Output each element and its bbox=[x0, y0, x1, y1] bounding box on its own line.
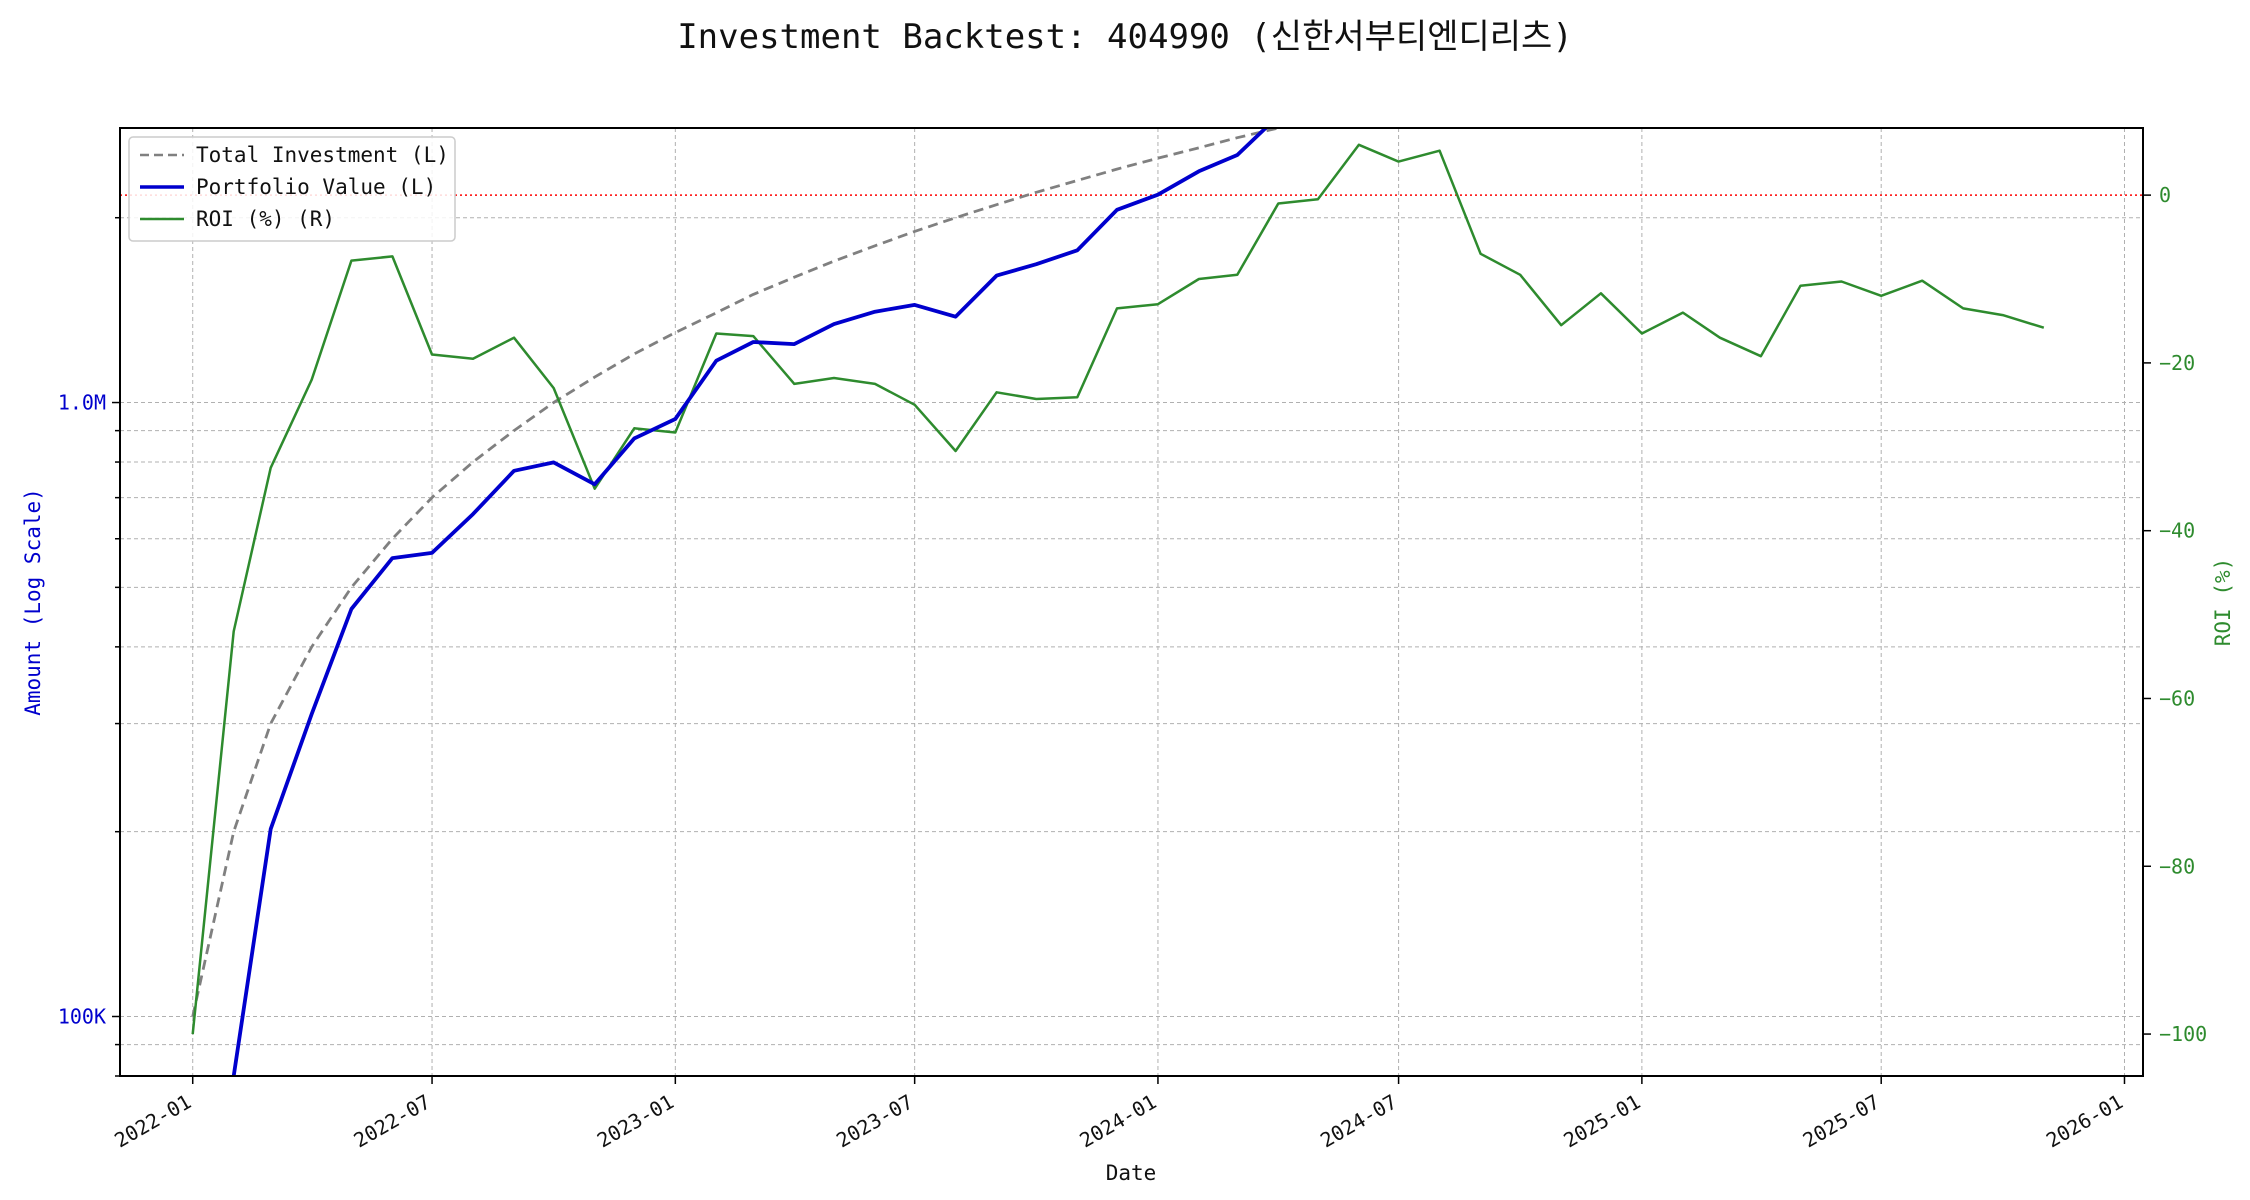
legend-box bbox=[128, 136, 456, 242]
grid-layer bbox=[120, 128, 2143, 1077]
legend-label-total-investment: Total Investment (L) bbox=[196, 143, 449, 167]
legend-label-roi: ROI (%) (R) bbox=[196, 207, 335, 231]
y-left-tick-layer: 100K 1.0M bbox=[58, 216, 120, 1077]
plot-frame bbox=[119, 127, 2144, 1077]
series-layer bbox=[191, 128, 2045, 1076]
x-tick-label: 2022-01 bbox=[110, 1090, 195, 1153]
x-tick-layer: 2022-01 2022-07 2023-01 2023-07 2024-01 2024-… bbox=[110, 1076, 2127, 1152]
total-investment-line bbox=[191, 128, 1285, 1017]
y-right-tick-label: −20 bbox=[2159, 351, 2195, 375]
x-tick-label: 2022-07 bbox=[350, 1090, 435, 1153]
y-right-tick-label: −100 bbox=[2159, 1022, 2207, 1046]
x-tick-label: 2024-07 bbox=[1316, 1090, 1401, 1153]
y-right-tick-label: −40 bbox=[2159, 519, 2195, 543]
y-right-tick-layer: 0 −20 −40 −60 −80 −100 bbox=[2143, 183, 2207, 1046]
x-tick-label: 2023-01 bbox=[593, 1090, 678, 1153]
x-tick-label: 2025-07 bbox=[1799, 1090, 1884, 1153]
y-left-tick-label: 100K bbox=[58, 1005, 106, 1029]
y-right-axis-label: ROI (%) bbox=[2211, 558, 2235, 647]
y-right-tick-label: 0 bbox=[2159, 183, 2171, 207]
portfolio-value-line bbox=[231, 128, 1269, 1076]
y-right-tick-label: −60 bbox=[2159, 686, 2195, 710]
roi-line bbox=[191, 143, 2045, 1035]
x-axis-label: Date bbox=[1106, 1161, 1157, 1185]
x-tick-label: 2026-01 bbox=[2042, 1090, 2127, 1153]
legend-label-portfolio-value: Portfolio Value (L) bbox=[196, 175, 436, 199]
x-tick-label: 2024-01 bbox=[1075, 1090, 1160, 1153]
x-tick-label: 2023-07 bbox=[832, 1090, 917, 1153]
y-left-tick-label: 1.0M bbox=[58, 391, 106, 415]
legend: Total Investment (L) Portfolio Value (L)… bbox=[128, 136, 456, 242]
y-right-tick-label: −80 bbox=[2159, 854, 2195, 878]
chart-title: Investment Backtest: 404990 (신한서부티엔디리츠) bbox=[677, 17, 1573, 57]
y-left-axis-label: Amount (Log Scale) bbox=[21, 488, 45, 716]
x-tick-label: 2025-01 bbox=[1559, 1090, 1644, 1153]
